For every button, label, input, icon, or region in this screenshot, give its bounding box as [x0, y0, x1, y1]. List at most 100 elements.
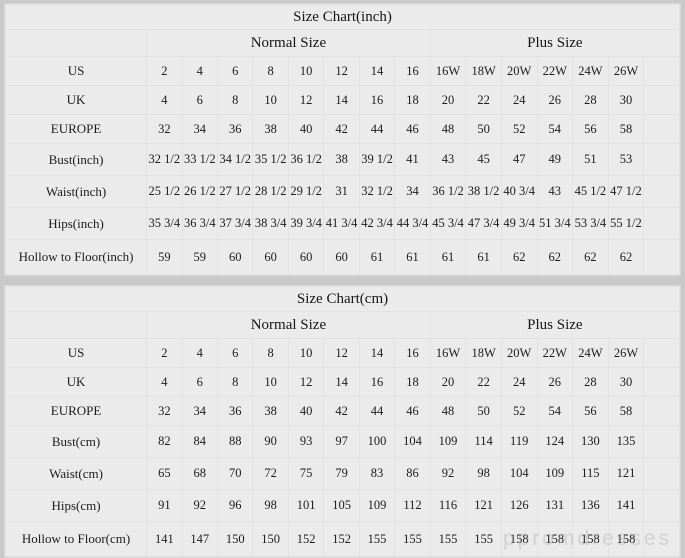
table-cell: 68	[181, 457, 219, 490]
table-cell: 61	[429, 239, 467, 275]
table-cell-empty	[643, 489, 680, 522]
table-cell: 24	[500, 85, 538, 115]
table-cell: 59	[146, 239, 183, 275]
table-cell: 49 3/4	[500, 207, 538, 240]
table-cell: 54	[536, 114, 574, 144]
table-cell: 38	[252, 114, 289, 144]
table-cell: 8	[216, 367, 254, 397]
table-cell: 82	[146, 425, 183, 458]
table-cell: 97	[323, 425, 360, 458]
table-cell: 58	[607, 114, 645, 144]
table-row: Hollow to Floor(cm) 141 147 150 150 152 152 155…	[4, 521, 680, 557]
table-cell: 46	[394, 114, 431, 144]
table-cell: 31	[323, 175, 360, 208]
table-cell: 34	[181, 396, 219, 426]
table-cell: 22W	[536, 338, 574, 368]
row-label: UK	[4, 367, 148, 397]
table-cell: 47 1/2	[607, 175, 645, 208]
row-label: Bust(cm)	[4, 425, 148, 458]
table-cell: 61	[465, 239, 502, 275]
table-row: Hollow to Floor(inch) 59 59 60 60 60 60 61 61 61 6…	[4, 239, 680, 275]
table-cell: 158	[536, 521, 574, 557]
table-cell: 20	[429, 85, 467, 115]
table-cell: 141	[146, 521, 183, 557]
table-row: Bust(cm) 82 84 88 90 93 97 100 104 109 114 119 124 13…	[4, 425, 680, 458]
row-label: US	[4, 338, 148, 368]
table-cell: 62	[500, 239, 538, 275]
table-cell: 38 3/4	[252, 207, 289, 240]
row-label: EUROPE	[4, 396, 148, 426]
table-cell: 36	[216, 114, 254, 144]
table-cell: 14	[358, 56, 396, 86]
group-header-row: Normal Size Plus Size	[4, 29, 681, 57]
table-cell: 124	[536, 425, 574, 458]
table-cell: 24	[500, 367, 538, 397]
table-cell: 14	[323, 367, 360, 397]
row-label: Waist(cm)	[4, 457, 148, 490]
table-cell: 150	[216, 521, 254, 557]
table-cell: 109	[358, 489, 396, 522]
table-cell-empty	[643, 521, 680, 557]
chart-title: Size Chart(cm)	[5, 286, 680, 312]
table-cell: 10	[252, 367, 289, 397]
table-cell: 130	[572, 425, 609, 458]
table-cell: 22	[465, 367, 502, 397]
table-cell: 116	[429, 489, 467, 522]
table-cell: 114	[465, 425, 502, 458]
table-cell: 112	[394, 489, 431, 522]
table-cell: 155	[429, 521, 467, 557]
table-cell: 14	[358, 338, 396, 368]
table-cell: 158	[572, 521, 609, 557]
table-cell: 60	[216, 239, 254, 275]
table-cell: 16W	[429, 338, 467, 368]
table-cell: 44 3/4	[394, 207, 431, 240]
table-cell: 135	[607, 425, 645, 458]
table-cell: 55 1/2	[607, 207, 645, 240]
table-cell: 51 3/4	[536, 207, 574, 240]
table-cell-empty	[643, 425, 680, 458]
table-cell: 18W	[465, 338, 502, 368]
table-cell: 45 1/2	[572, 175, 609, 208]
table-cell: 50	[465, 396, 502, 426]
table-cell: 47	[500, 143, 538, 176]
table-cell: 47 3/4	[465, 207, 502, 240]
table-cell: 65	[146, 457, 183, 490]
table-cell-empty	[643, 457, 680, 490]
row-label: Hips(inch)	[4, 207, 148, 240]
table-cell: 60	[323, 239, 360, 275]
table-cell: 152	[323, 521, 360, 557]
row-label: Hollow to Floor(cm)	[4, 521, 148, 557]
table-cell-empty	[643, 207, 680, 240]
table-row: UK 4 6 8 10 12 14 16 18 20 22 24 26 28 30	[4, 367, 680, 397]
table-cell: 46	[394, 396, 431, 426]
table-row: US 2 4 6 8 10 12 14 16 16W 18W 20W 22W 24W 26W	[4, 56, 680, 86]
table-cell: 18	[394, 85, 431, 115]
table-cell: 53 3/4	[572, 207, 609, 240]
table-cell: 58	[607, 396, 645, 426]
table-cell: 48	[429, 114, 467, 144]
table-cell-empty	[643, 114, 680, 144]
table-cell: 36 3/4	[181, 207, 219, 240]
table-cell: 75	[287, 457, 325, 490]
table-cell: 4	[181, 56, 219, 86]
table-cell: 6	[216, 56, 254, 86]
table-cell: 70	[216, 457, 254, 490]
table-row: Waist(cm) 65 68 70 72 75 79 83 86 92 98 104 109 115 12…	[4, 457, 680, 490]
table-cell: 28 1/2	[252, 175, 289, 208]
table-cell: 30	[607, 85, 645, 115]
table-cell: 36 1/2	[287, 143, 325, 176]
group-header-plus-size: Plus Size	[429, 29, 681, 57]
table-cell: 93	[287, 425, 325, 458]
size-table-cm: Size Chart(cm) Normal Size Plus Size US 2 4 6 8…	[4, 286, 681, 557]
table-cell: 51	[572, 143, 609, 176]
table-cell: 41 3/4	[323, 207, 360, 240]
table-cell: 44	[358, 396, 396, 426]
table-cell: 28	[572, 85, 609, 115]
table-cell: 59	[181, 239, 219, 275]
table-cell-empty	[643, 175, 680, 208]
table-cell: 37 3/4	[216, 207, 254, 240]
table-cell: 48	[429, 396, 467, 426]
size-chart-cm: Size Chart(cm) Normal Size Plus Size US 2 4 6 8…	[4, 285, 681, 558]
table-cell: 26	[536, 85, 574, 115]
table-cell-empty	[643, 85, 680, 115]
